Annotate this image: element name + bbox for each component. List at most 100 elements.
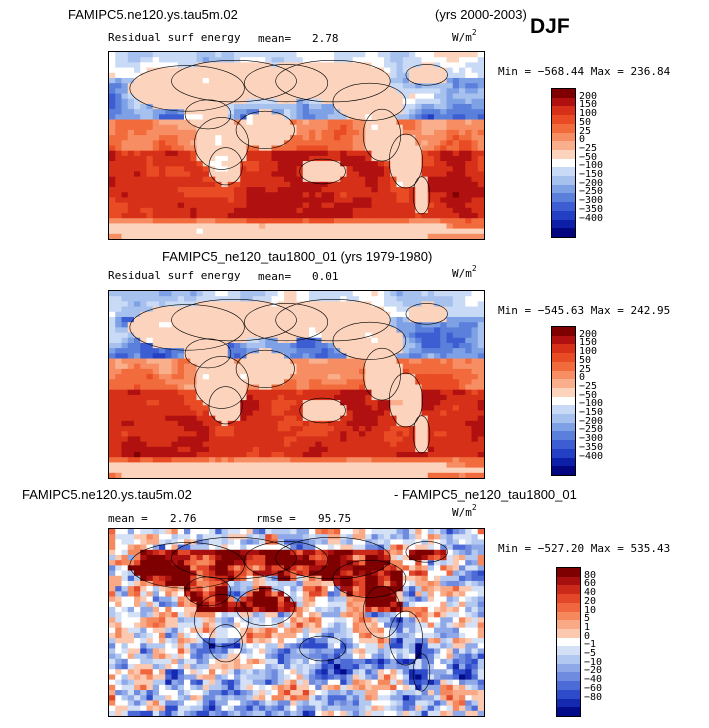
map-cell xyxy=(334,57,341,63)
map-cell xyxy=(471,181,479,188)
map-cell xyxy=(284,218,291,224)
map-cell xyxy=(465,554,472,561)
map-cell xyxy=(134,358,141,365)
map-cell xyxy=(190,306,197,313)
map-cell xyxy=(290,410,297,416)
map-cell xyxy=(196,52,204,58)
map-cell xyxy=(327,353,335,359)
map-cell xyxy=(234,166,241,172)
map-cell xyxy=(284,207,291,214)
map-cell xyxy=(127,446,135,453)
map-cell xyxy=(165,554,172,561)
map-cell xyxy=(296,150,304,157)
map-cell xyxy=(284,358,291,365)
map-cell xyxy=(252,296,260,302)
map-cell xyxy=(190,207,197,214)
map-cell xyxy=(159,348,166,354)
map-cell xyxy=(259,327,266,333)
map-cell xyxy=(446,467,454,474)
map-cell xyxy=(309,83,316,89)
map-cell xyxy=(471,452,479,458)
map-cell xyxy=(421,363,429,370)
map-cell xyxy=(309,213,316,219)
colorbar-swatch xyxy=(552,422,575,432)
map-cell xyxy=(284,77,291,84)
map-cell xyxy=(321,129,329,136)
map-cell xyxy=(127,77,135,84)
map-cell xyxy=(240,88,247,94)
map-cell xyxy=(365,129,372,136)
map-cell xyxy=(384,337,391,344)
map-cell xyxy=(459,544,466,551)
map-cell xyxy=(221,311,229,318)
map-cell xyxy=(465,529,472,535)
map-cell xyxy=(196,379,204,385)
map-cell xyxy=(177,155,185,162)
map-cell xyxy=(427,187,435,193)
map-cell xyxy=(384,228,391,235)
map-cell xyxy=(377,301,385,307)
map-cell xyxy=(377,322,385,328)
map-cell xyxy=(384,368,391,375)
map-cell xyxy=(159,441,166,448)
map-cell xyxy=(365,426,372,432)
map-cell xyxy=(265,436,272,442)
map-cell xyxy=(340,218,347,224)
map-cell xyxy=(152,135,160,141)
map-cell xyxy=(365,363,372,370)
panel3-rmse-value: 95.75 xyxy=(318,512,352,525)
map-cell xyxy=(121,368,129,375)
map-cell xyxy=(377,213,385,219)
map-cell xyxy=(309,394,316,401)
map-cell xyxy=(284,233,291,239)
map-cell xyxy=(234,472,241,478)
map-cell xyxy=(371,291,379,297)
map-cell xyxy=(477,405,484,411)
map-cell xyxy=(215,77,222,84)
map-cell xyxy=(434,374,441,380)
map-cell xyxy=(190,129,197,136)
map-cell xyxy=(396,431,404,437)
map-cell xyxy=(359,394,366,401)
map-cell xyxy=(390,452,397,458)
map-cell xyxy=(365,213,372,219)
map-cell xyxy=(146,426,154,432)
map-cell xyxy=(177,103,185,110)
map-cell xyxy=(184,228,191,235)
map-cell xyxy=(346,218,354,224)
map-cell xyxy=(165,426,172,432)
map-cell xyxy=(252,342,260,349)
map-cell xyxy=(377,332,385,339)
map-cell xyxy=(346,337,354,344)
map-cell xyxy=(152,67,160,74)
map-cell xyxy=(115,145,122,152)
colorbar-swatch xyxy=(552,106,575,116)
map-cell xyxy=(465,161,472,167)
map-cell xyxy=(196,301,204,307)
map-cell xyxy=(402,358,410,365)
map-cell xyxy=(315,457,322,463)
map-cell xyxy=(409,88,416,94)
map-cell xyxy=(246,389,254,396)
map-cell xyxy=(252,233,260,239)
map-cell xyxy=(315,342,322,349)
map-cell xyxy=(440,83,447,89)
map-cell xyxy=(377,549,385,556)
map-cell xyxy=(277,114,285,120)
map-cell xyxy=(134,52,141,58)
map-cell xyxy=(140,129,147,136)
map-cell xyxy=(396,322,404,328)
map-cell xyxy=(165,83,172,89)
map-cell xyxy=(352,62,360,68)
map-cell xyxy=(165,337,172,344)
map-cell xyxy=(390,368,397,375)
map-cell xyxy=(321,389,329,396)
panel1-units: W/m2 xyxy=(452,28,477,44)
panel3-map-field xyxy=(109,529,484,716)
map-cell xyxy=(177,322,185,328)
map-cell xyxy=(140,192,147,198)
map-cell xyxy=(202,103,210,110)
map-cell xyxy=(259,301,266,307)
map-cell xyxy=(290,348,297,354)
map-cell xyxy=(415,52,422,58)
